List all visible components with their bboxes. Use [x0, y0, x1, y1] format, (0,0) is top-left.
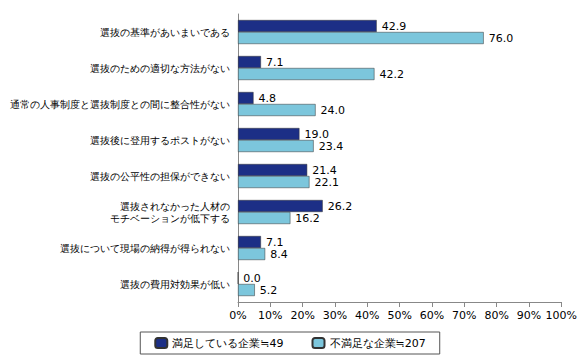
svg-text:8.4: 8.4: [270, 248, 288, 261]
svg-text:60%: 60%: [420, 309, 444, 322]
svg-text:選抜について現場の納得が得られない: 選抜について現場の納得が得られない: [60, 243, 230, 254]
svg-text:7.1: 7.1: [266, 235, 284, 249]
svg-text:0.0: 0.0: [243, 272, 261, 285]
svg-text:選抜されなかった人材の: 選抜されなかった人材の: [120, 201, 230, 212]
svg-text:100%: 100%: [546, 309, 577, 322]
svg-text:40%: 40%: [355, 309, 379, 322]
svg-text:30%: 30%: [323, 309, 347, 322]
svg-text:21.4: 21.4: [312, 163, 337, 177]
svg-text:5.2: 5.2: [260, 284, 278, 297]
svg-text:42.2: 42.2: [379, 68, 404, 81]
svg-text:満足している企業≒49: 満足している企業≒49: [172, 337, 283, 350]
svg-text:10%: 10%: [258, 309, 282, 322]
svg-text:70%: 70%: [452, 309, 476, 322]
svg-text:7.1: 7.1: [266, 56, 284, 69]
svg-text:16.2: 16.2: [295, 212, 320, 225]
svg-text:選抜後に登用するポストがない: 選抜後に登用するポストがない: [90, 135, 230, 146]
svg-text:50%: 50%: [387, 309, 411, 322]
svg-text:選抜の費用対効果が低い: 選抜の費用対効果が低い: [120, 279, 230, 290]
svg-text:4.8: 4.8: [259, 92, 277, 105]
svg-text:通常の人事制度と選抜制度との間に整合性がない: 通常の人事制度と選抜制度との間に整合性がない: [10, 99, 230, 110]
svg-text:選抜の基準があいまいである: 選抜の基準があいまいである: [100, 27, 230, 38]
svg-text:76.0: 76.0: [489, 32, 514, 45]
svg-text:0%: 0%: [229, 309, 246, 322]
svg-text:22.1: 22.1: [314, 176, 339, 189]
svg-text:26.2: 26.2: [328, 200, 353, 213]
svg-text:モチベーションが低下する: モチベーションが低下する: [110, 213, 230, 224]
svg-text:23.4: 23.4: [319, 140, 344, 153]
svg-text:19.0: 19.0: [304, 127, 329, 141]
svg-text:24.0: 24.0: [321, 104, 346, 117]
svg-text:選抜の公平性の担保ができない: 選抜の公平性の担保ができない: [90, 171, 230, 182]
svg-text:20%: 20%: [290, 309, 314, 322]
svg-text:不満足な企業≒207: 不満足な企業≒207: [330, 337, 426, 350]
svg-text:90%: 90%: [517, 309, 541, 322]
svg-text:42.9: 42.9: [382, 20, 407, 33]
svg-text:選抜のための適切な方法がない: 選抜のための適切な方法がない: [90, 63, 230, 74]
svg-text:80%: 80%: [484, 309, 508, 322]
